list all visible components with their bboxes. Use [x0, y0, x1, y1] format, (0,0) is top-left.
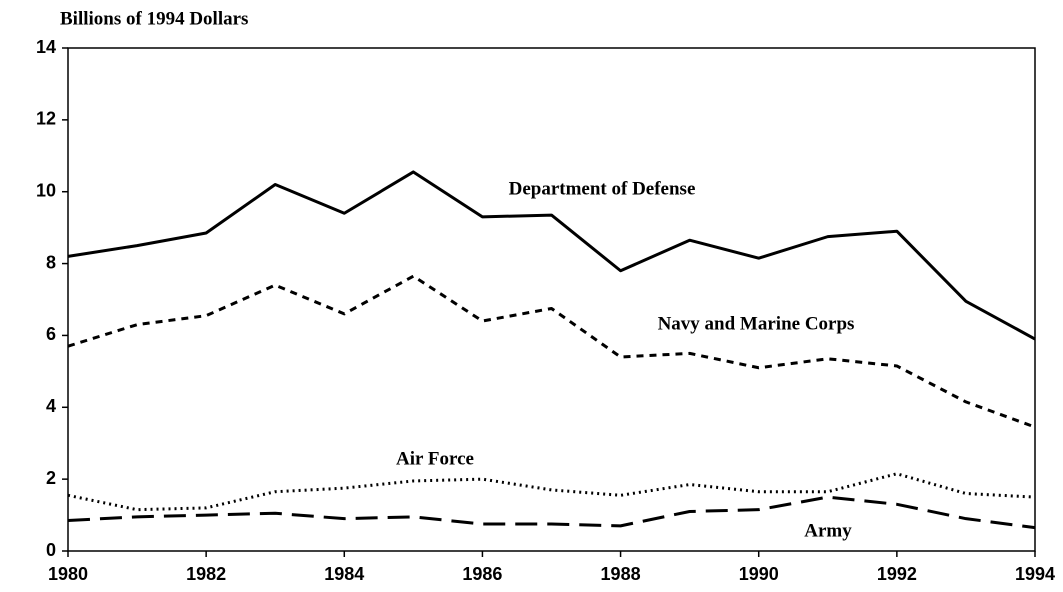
- series-line: [67, 472, 1036, 512]
- y-tick-label: 2: [46, 468, 56, 488]
- x-tick-label: 1980: [48, 564, 88, 584]
- y-tick-label: 0: [46, 540, 56, 560]
- series-label: Air Force: [396, 448, 474, 469]
- x-tick-label: 1986: [462, 564, 502, 584]
- series-line: [67, 274, 1036, 429]
- y-tick-label: 14: [36, 37, 56, 57]
- series-line: [67, 495, 1036, 530]
- y-tick-label: 10: [36, 180, 56, 200]
- plot-frame: [67, 47, 1036, 552]
- x-tick-label: 1990: [739, 564, 779, 584]
- x-tick-label: 1988: [601, 564, 641, 584]
- x-tick-label: 1992: [877, 564, 917, 584]
- series-label: Navy and Marine Corps: [658, 313, 855, 334]
- y-tick-label: 12: [36, 109, 56, 129]
- y-tick-label: 6: [46, 324, 56, 344]
- series-line: [67, 170, 1036, 341]
- x-tick-label: 1994: [1015, 564, 1055, 584]
- y-axis-label: Billions of 1994 Dollars: [60, 8, 248, 29]
- series-label: Department of Defense: [509, 178, 696, 199]
- y-tick-label: 4: [46, 396, 56, 416]
- y-tick-label: 8: [46, 252, 56, 272]
- x-tick-label: 1984: [324, 564, 364, 584]
- series-label: Army: [804, 520, 852, 541]
- x-tick-label: 1982: [186, 564, 226, 584]
